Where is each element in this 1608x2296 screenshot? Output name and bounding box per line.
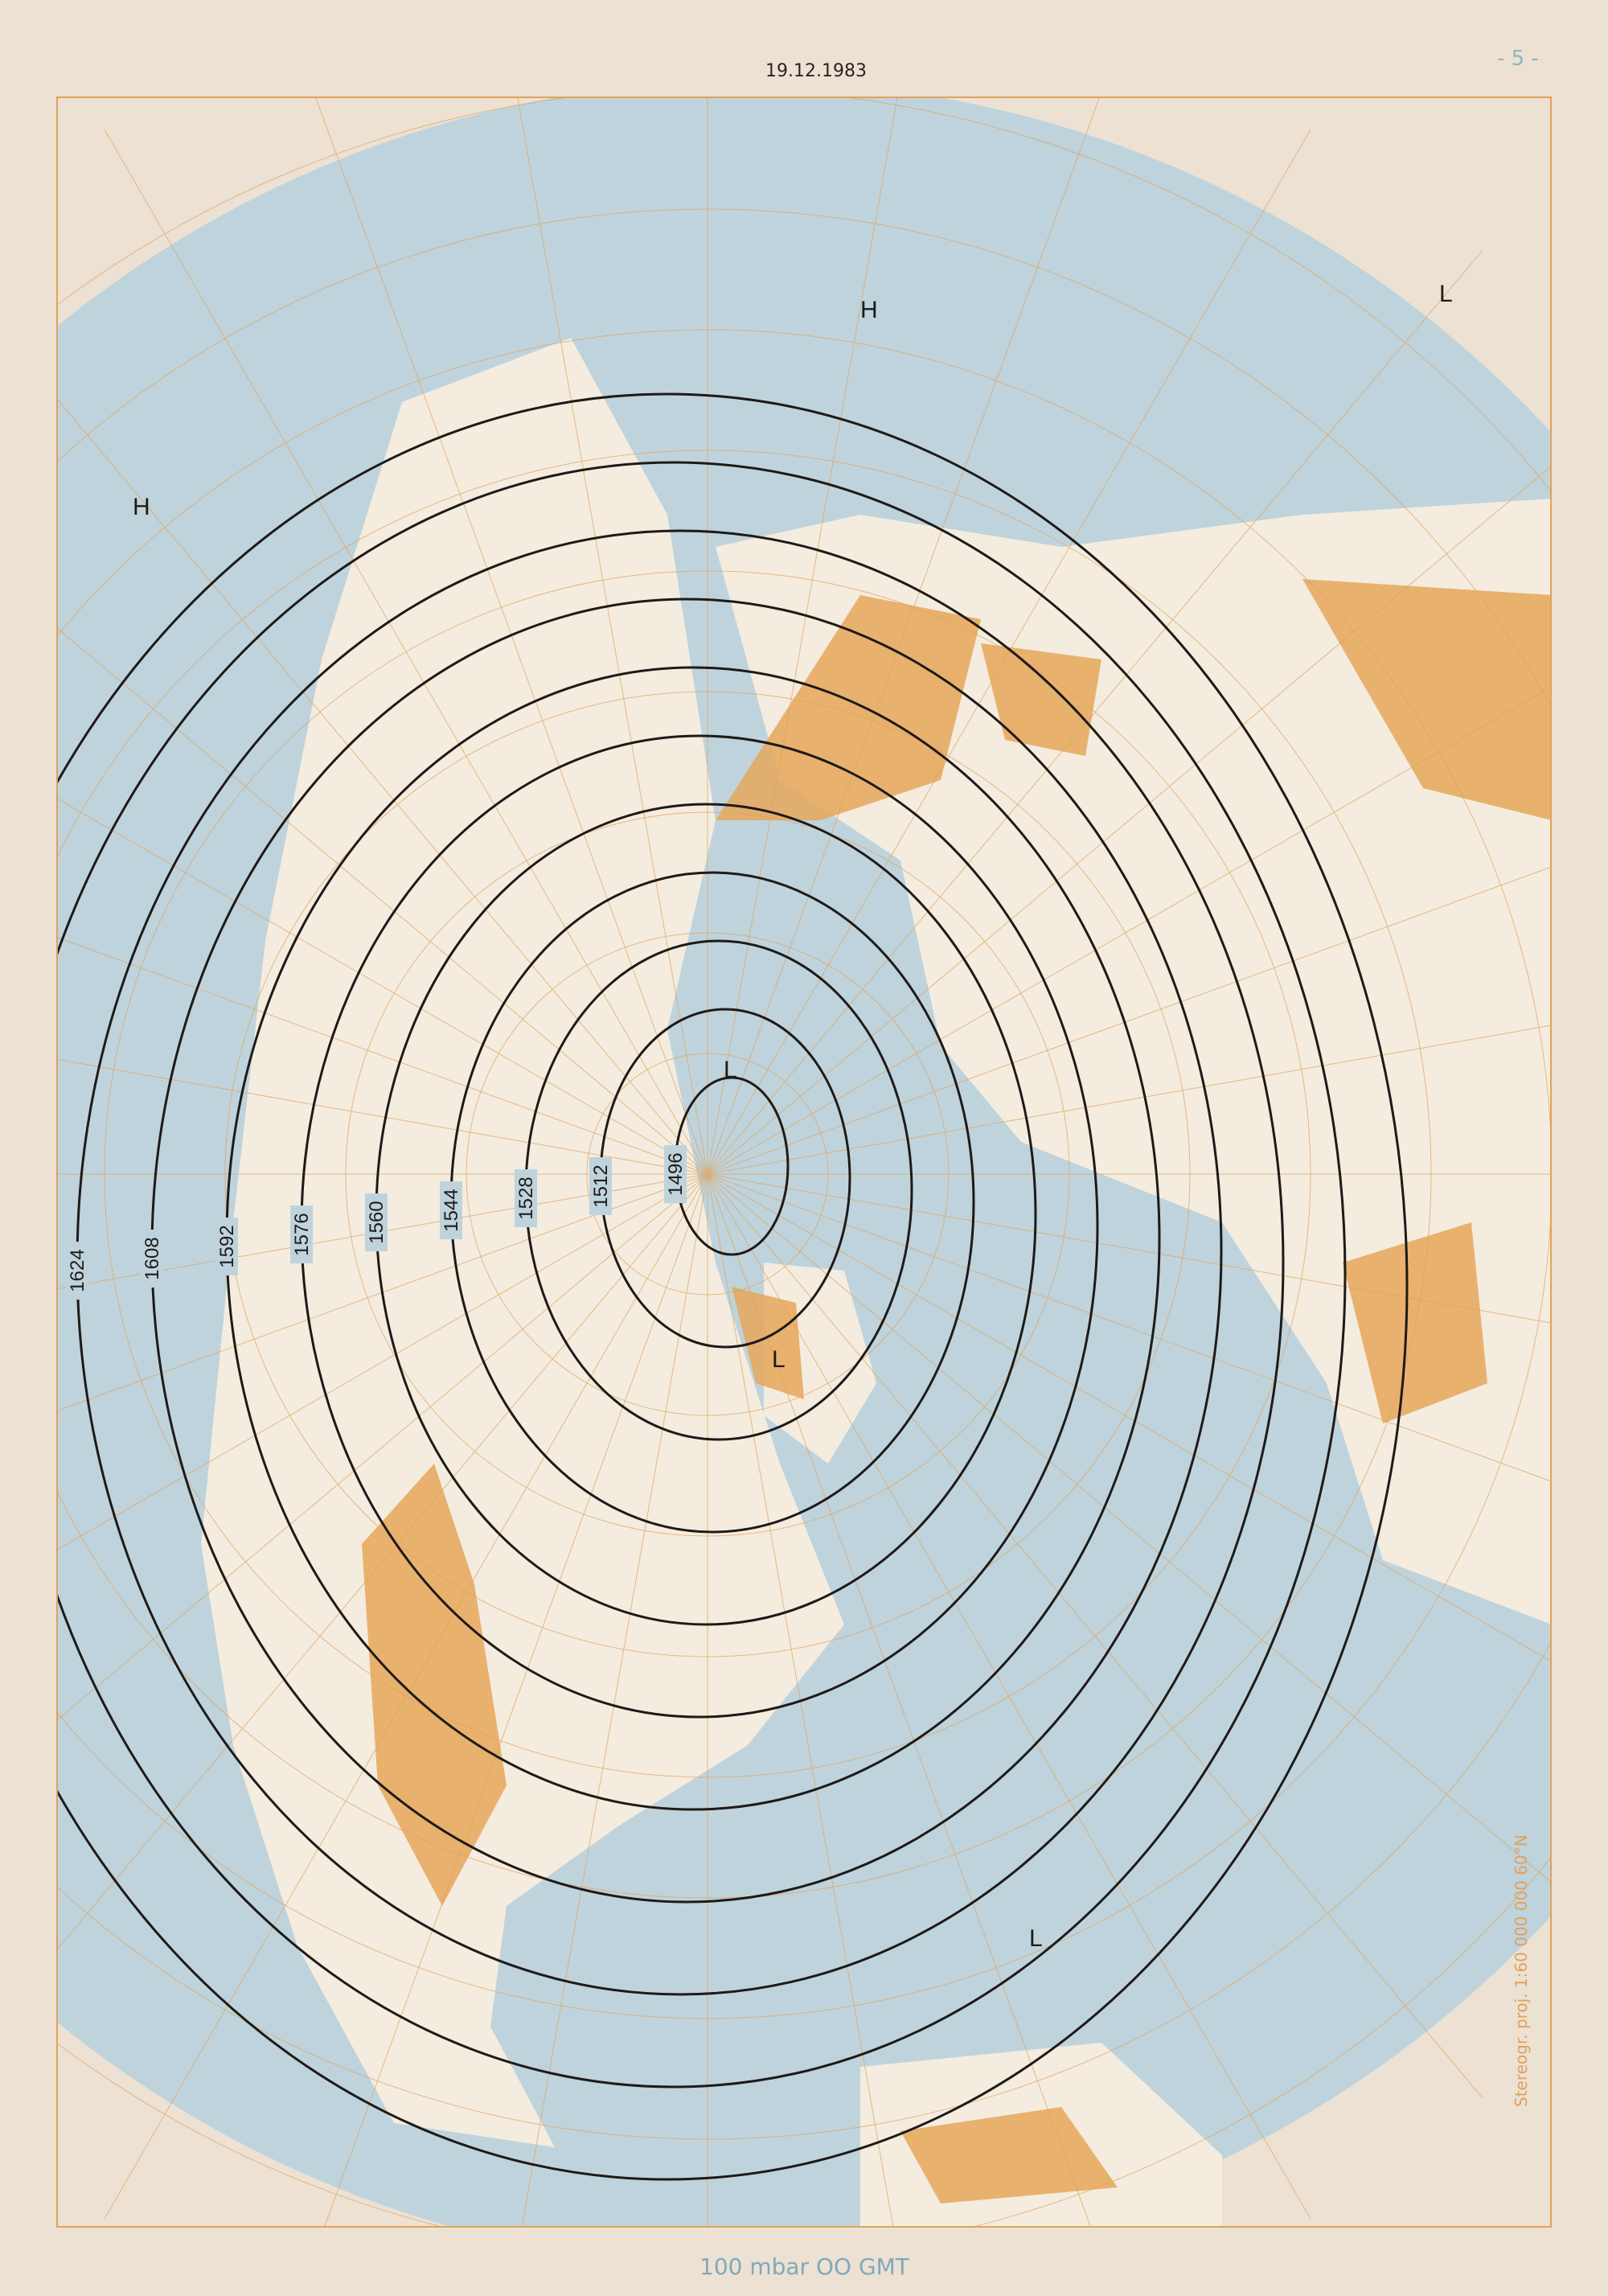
meridian-line [707,686,1552,1175]
page-number: - 5 - [1497,47,1539,71]
contour-label: 1496 [665,1152,687,1195]
pressure-marker-L: L [724,1057,737,1083]
contour-label: 1560 [366,1201,388,1243]
contour-label-bg [141,1230,163,1288]
contour-label-bg [589,1157,612,1215]
meridian-line [56,936,708,1175]
meridian-line [707,1173,1552,1324]
meridian-line [56,1058,708,1175]
meridian-line [56,797,708,1175]
contour-1640 [56,461,1347,2089]
meridian-line [56,1173,708,1412]
weather-map: 1496151215281544156015761592160816241640… [56,97,1552,2228]
meridian-line [707,1173,1552,1883]
contour-label: 1512 [590,1164,612,1207]
meridian-line [707,1173,894,2228]
contour-label-bg [664,1145,687,1203]
meridian-line [707,249,1483,1175]
meridian-line [104,1173,708,2220]
contour-label: 1544 [441,1189,462,1231]
meridian-line [707,97,898,1175]
contour-label-bg [440,1181,462,1239]
highland-areas [362,579,1552,2204]
land-north-america [201,338,844,2147]
contour-label: 1608 [142,1237,163,1279]
contour-label-bg [66,1242,88,1300]
contour-label: 1528 [515,1177,537,1219]
contour-label: 1592 [216,1225,238,1267]
meridian-line [707,97,1101,1175]
pressure-marker-H: H [860,297,878,323]
meridian-line [707,1173,1311,2220]
chart-caption: 100 mbar OO GMT [699,2253,909,2280]
chart-date: 19.12.1983 [765,61,867,81]
meridian-line [707,1025,1552,1175]
meridian-line [56,1173,708,1290]
pressure-marker-L: L [772,1346,786,1373]
meridian-line [707,129,1311,1175]
contour-label-bg [515,1169,537,1227]
meridian-line [517,97,708,1175]
meridian-line [707,1173,1483,2099]
meridian-line [56,1173,708,1722]
meridian-line [707,465,1552,1175]
contour-label-bg [215,1218,238,1275]
pressure-marker-L: L [1029,1925,1043,1952]
contour-label: 1624 [67,1249,88,1292]
contour-label: 1576 [291,1213,313,1255]
meridian-line [56,1173,708,1952]
meridian-line [707,1173,1552,1482]
pressure-marker-L: L [1439,281,1453,307]
meridian-line [104,129,708,1175]
meridian-line [314,97,708,1175]
meridian-line [707,1173,1552,1662]
contour-label-bg [365,1193,388,1251]
meridian-line [323,1173,708,2228]
pressure-marker-H: H [133,494,150,520]
projection-note: Stereogr. proj. 1:60 000 000 60°N [1512,1834,1531,2107]
meridian-line [707,866,1552,1175]
contour-1656 [56,392,1409,2181]
meridian-line [56,626,708,1175]
contour-label-bg [290,1206,313,1263]
